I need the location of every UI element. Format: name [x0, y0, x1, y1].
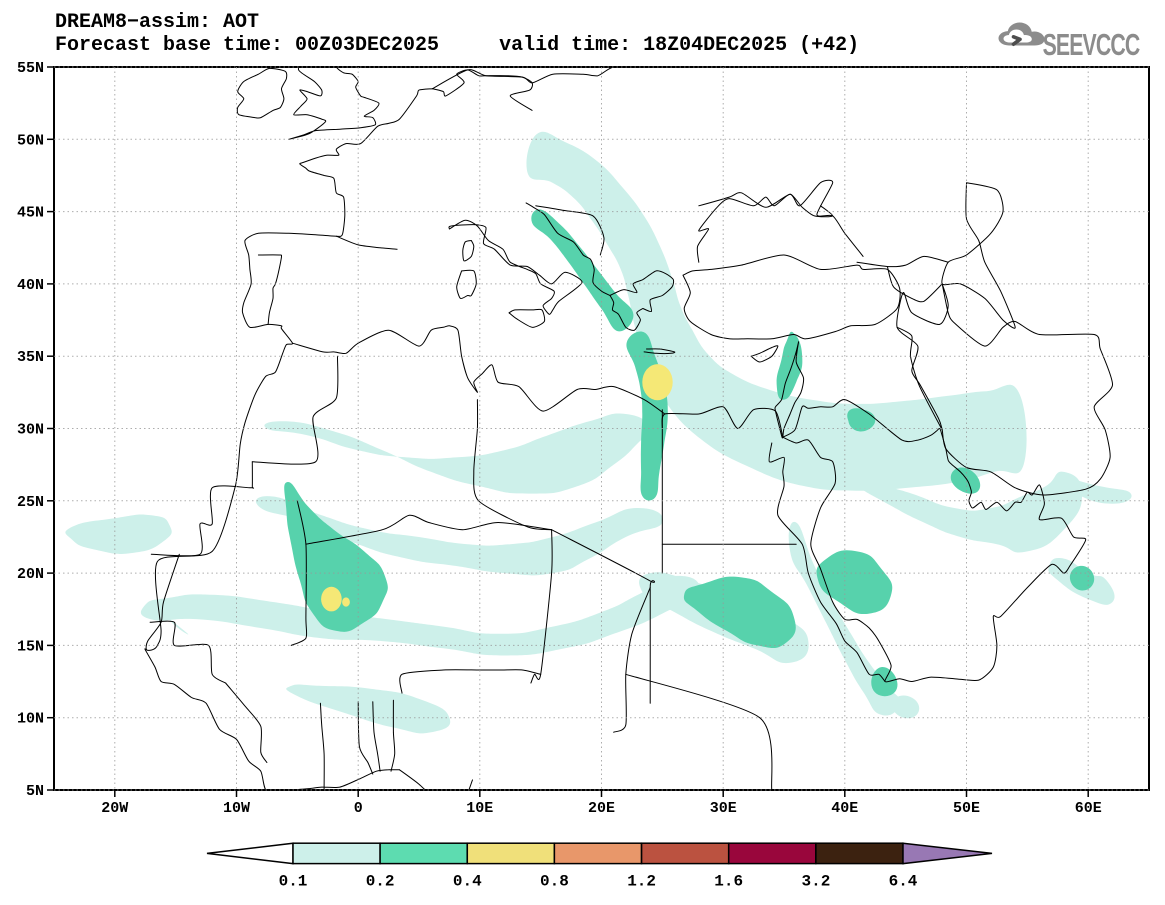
svg-text:55N: 55N — [17, 60, 44, 77]
svg-text:30N: 30N — [17, 422, 44, 439]
svg-text:1.6: 1.6 — [714, 873, 743, 891]
svg-text:20E: 20E — [588, 800, 615, 817]
svg-text:50N: 50N — [17, 132, 44, 149]
svg-text:5N: 5N — [26, 783, 44, 800]
svg-text:25N: 25N — [17, 494, 44, 511]
svg-text:0: 0 — [354, 800, 363, 817]
svg-text:15N: 15N — [17, 638, 44, 655]
svg-text:0.8: 0.8 — [540, 873, 569, 891]
svg-text:0.4: 0.4 — [453, 873, 482, 891]
svg-text:10E: 10E — [466, 800, 493, 817]
svg-text:50E: 50E — [953, 800, 980, 817]
svg-text:40N: 40N — [17, 277, 44, 294]
svg-text:30E: 30E — [710, 800, 737, 817]
svg-text:0.2: 0.2 — [366, 873, 395, 891]
svg-text:60E: 60E — [1075, 800, 1102, 817]
svg-text:10N: 10N — [17, 711, 44, 728]
svg-text:20N: 20N — [17, 566, 44, 583]
svg-text:35N: 35N — [17, 349, 44, 366]
svg-text:3.2: 3.2 — [801, 873, 830, 891]
svg-text:0.1: 0.1 — [279, 873, 308, 891]
svg-text:20W: 20W — [101, 800, 128, 817]
svg-text:10W: 10W — [223, 800, 250, 817]
svg-text:6.4: 6.4 — [889, 873, 918, 891]
svg-text:1.2: 1.2 — [627, 873, 656, 891]
svg-text:45N: 45N — [17, 205, 44, 222]
svg-text:40E: 40E — [831, 800, 858, 817]
